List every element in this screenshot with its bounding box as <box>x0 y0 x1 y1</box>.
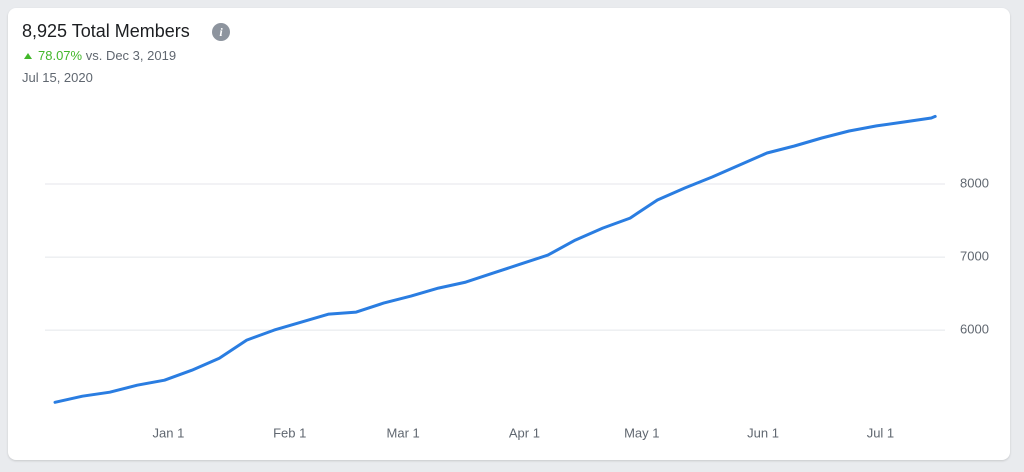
x-tick-label: Mar 1 <box>387 425 420 440</box>
x-tick-label: Feb 1 <box>273 425 306 440</box>
x-tick-label: Apr 1 <box>509 425 540 440</box>
x-tick-label: Jun 1 <box>747 425 779 440</box>
x-tick-label: Jul 1 <box>867 425 894 440</box>
line <box>53 114 937 404</box>
title: 8,925 Total Members <box>22 21 190 41</box>
x-tick-label: Jan 1 <box>153 425 185 440</box>
change: 78.07% vs. Dec 3, 2019 <box>22 48 176 63</box>
date: Jul 15, 2020 <box>22 70 93 85</box>
info-icon[interactable]: i <box>212 23 230 41</box>
change-percent: 78.07% <box>38 48 83 63</box>
y-tick-label: 7000 <box>960 249 989 264</box>
card: 8,925 Total Members i 78.07% vs. Dec 3, … <box>8 8 1010 460</box>
up-arrow <box>24 53 32 59</box>
x-tick-label: May 1 <box>624 425 659 440</box>
y-tick-label: 8000 <box>960 175 989 190</box>
y-tick-label: 6000 <box>960 322 989 337</box>
comparison: vs. Dec 3, 2019 <box>85 48 177 63</box>
